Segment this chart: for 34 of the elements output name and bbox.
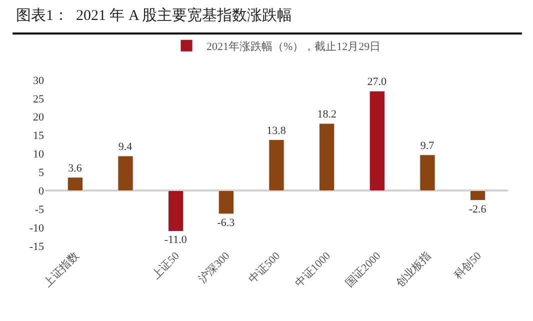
x-tick-label: 上证50	[149, 248, 182, 282]
bar	[67, 177, 83, 191]
bar	[420, 154, 436, 191]
legend-label: 2021年涨跌幅（%），截止12月29日	[206, 40, 381, 53]
x-tick-label: 沪深300	[196, 248, 233, 286]
data-label: -2.6	[468, 203, 487, 216]
x-tick-label: 中证500	[246, 248, 283, 286]
y-tick-label: 0	[38, 186, 44, 198]
chart-title: 图表1： 2021 年 A 股主要宽基指数涨跌幅	[16, 7, 292, 24]
y-tick-label: -10	[29, 222, 44, 234]
data-label: 9.4	[118, 140, 133, 153]
data-label: 9.7	[420, 140, 435, 152]
y-tick-label: 10	[33, 148, 44, 161]
y-tick-label: 15	[33, 130, 44, 142]
data-label: 13.8	[266, 124, 286, 137]
bar	[369, 90, 385, 191]
x-tick-label: 创业板指	[393, 249, 434, 290]
bar	[319, 123, 335, 191]
data-label: 18.2	[317, 108, 336, 121]
y-tick-label: 30	[33, 74, 44, 87]
bar	[118, 156, 134, 191]
bar	[470, 190, 486, 201]
y-tick-label: 20	[33, 112, 44, 124]
y-tick-label: 5	[38, 167, 44, 180]
data-label: 3.6	[68, 162, 82, 174]
data-label: -11.0	[164, 234, 188, 246]
y-tick-label: -5	[34, 204, 44, 216]
data-label: 27.0	[367, 76, 388, 88]
bar	[218, 190, 234, 214]
bar	[268, 140, 284, 191]
x-tick-label: 科创50	[452, 250, 484, 282]
data-label: -6.3	[217, 216, 236, 229]
y-tick-label: 25	[33, 93, 44, 106]
bar	[168, 190, 184, 232]
